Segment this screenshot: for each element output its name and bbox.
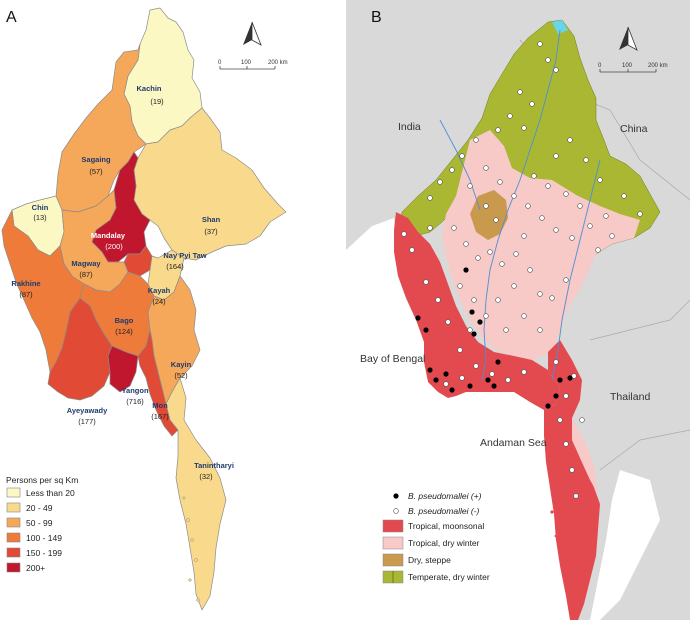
label-andaman-sea: Andaman Sea (480, 437, 547, 449)
legend-swatch (6, 547, 21, 558)
region-value: (200) (105, 242, 123, 251)
panel-b: India China Thailand Bay of Bengal Andam… (346, 0, 690, 620)
region-label: Kachin (136, 84, 161, 93)
region-value: (52) (174, 371, 188, 380)
region-label: Chin (32, 203, 49, 212)
region-value: (177) (78, 417, 96, 426)
legend-label: 50 - 99 (26, 518, 53, 528)
region-value: (124) (115, 327, 133, 336)
legend-negative-marker (393, 508, 399, 514)
panel-a: A 0 100 200 km (1, 7, 288, 611)
region-value: (87) (79, 270, 93, 279)
legend-label: 20 - 49 (26, 503, 53, 513)
region-yangon (107, 345, 139, 393)
region-label: Ayeyawady (67, 406, 108, 415)
region-value: (13) (33, 213, 47, 222)
region-label: Magway (71, 259, 101, 268)
legend-swatch (382, 553, 404, 567)
region-value: (167) (151, 412, 169, 421)
region-label: Kayah (148, 286, 171, 295)
region-value: (87) (19, 290, 33, 299)
panel-a-letter: A (6, 9, 17, 26)
positive-points (415, 267, 573, 409)
climate-tropical-monsoon-south (544, 340, 600, 620)
region-label: Shan (202, 215, 221, 224)
climate-tropical-monsoon-west (394, 212, 560, 410)
legend-label: Tropical, moonsonal (408, 521, 484, 531)
climate-tropical-dry (442, 130, 640, 360)
region-tanintharyi (165, 377, 227, 611)
legend-label: Tropical, dry winter (408, 538, 480, 548)
region-value: (32) (199, 472, 213, 481)
region-label: Yangon (121, 386, 149, 395)
legend-climate: B. pseudomallei (+) B. pseudomallei (-) … (382, 491, 490, 584)
legend-label: 150 - 199 (26, 548, 62, 558)
region-value: (37) (204, 227, 218, 236)
region-label: Tanintharyi (194, 461, 234, 470)
negative-points (401, 41, 643, 499)
legend-population: Persons per sq Km Less than 20 20 - 49 5… (6, 475, 78, 573)
region-label: Bago (115, 316, 134, 325)
region-label: Kayin (171, 360, 192, 369)
scale-tick-label: 0 (218, 60, 222, 66)
scale-tick-label: 100 (622, 63, 633, 69)
legend-swatch (382, 519, 404, 533)
scale-bar: 0 100 200 km (598, 63, 668, 73)
region-label: Nay Pyi Taw (163, 251, 206, 260)
legend-label: 200+ (26, 563, 45, 573)
scale-tick-label: 0 (598, 63, 602, 69)
region-value: (164) (166, 262, 184, 271)
legend-positive-label: B. pseudomallei (+) (408, 491, 482, 501)
legend-swatch (6, 487, 21, 498)
region-label: Mandalay (91, 231, 126, 240)
legend-swatch (6, 562, 21, 573)
label-india: India (398, 121, 421, 133)
legend-swatch (6, 502, 21, 513)
climate-dry-steppe (470, 190, 508, 240)
scale-tick-label: 200 km (268, 60, 288, 66)
legend-label: 100 - 149 (26, 533, 62, 543)
north-arrow-icon (243, 21, 262, 46)
panel-b-letter: B (371, 9, 382, 26)
region-label: Rakhine (11, 279, 40, 288)
scale-bar: 0 100 200 km (218, 60, 288, 70)
region-labels: Kachin (19) Sagaing (57) Chin (13) Shan … (11, 84, 234, 481)
legend-swatch (6, 532, 21, 543)
legend-negative-label: B. pseudomallei (-) (408, 506, 480, 516)
legend-label: Dry, steppe (408, 555, 451, 565)
legend-positive-marker (393, 493, 399, 499)
legend-label: Temperate, dry winter (408, 572, 490, 582)
north-arrow-icon (619, 26, 638, 51)
sea (346, 218, 576, 620)
label-thailand: Thailand (610, 391, 650, 403)
region-value: (57) (89, 167, 103, 176)
region-value: (24) (152, 297, 166, 306)
scale-tick-label: 100 (241, 60, 252, 66)
region-label: Sagaing (81, 155, 111, 164)
region-value: (19) (150, 97, 164, 106)
label-china: China (620, 123, 648, 135)
legend-swatch (382, 536, 404, 550)
legend-title: Persons per sq Km (6, 475, 78, 485)
region-label: Mon (152, 401, 168, 410)
scale-tick-label: 200 km (648, 63, 668, 69)
label-bay-of-bengal: Bay of Bengal (360, 353, 425, 365)
region-ayeyawady (47, 297, 113, 401)
region-value: (716) (126, 397, 144, 406)
legend-label: Less than 20 (26, 488, 75, 498)
legend-swatch (6, 517, 21, 528)
